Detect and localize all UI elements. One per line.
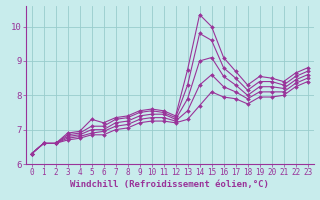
X-axis label: Windchill (Refroidissement éolien,°C): Windchill (Refroidissement éolien,°C) — [70, 180, 269, 189]
